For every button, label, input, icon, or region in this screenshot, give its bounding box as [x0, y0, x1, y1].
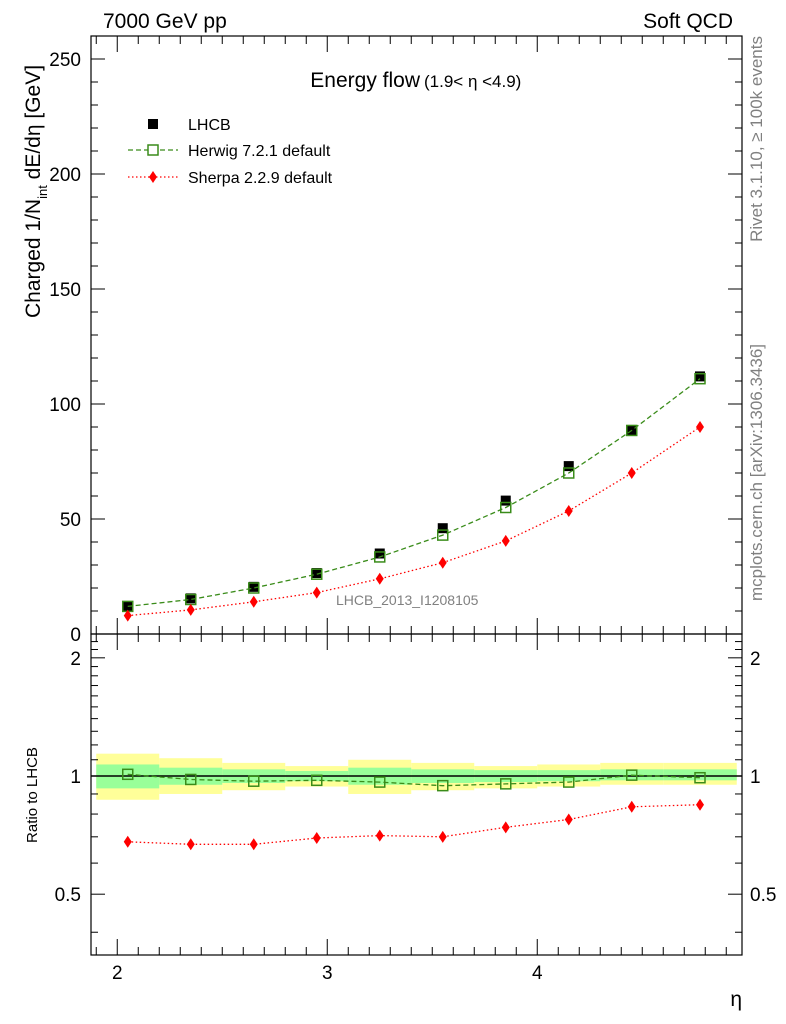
herwig-point [248, 582, 260, 594]
herwig-point [694, 771, 706, 784]
header-right: Soft QCD [643, 10, 733, 33]
ratio-y-tick-label-right: 0.5 [750, 885, 776, 906]
ylabel-part-1: Charged 1/N [22, 199, 45, 318]
ratio-band-inner [663, 769, 737, 781]
herwig-point [437, 779, 449, 792]
analysis-label: LHCB_2013_I1208105 [336, 592, 479, 608]
sherpa-point [312, 586, 321, 599]
sherpa-point [249, 838, 258, 851]
sherpa-point [438, 556, 447, 569]
main-y-tick-label: 200 [49, 165, 81, 186]
lhcb-data-point [695, 371, 705, 382]
sherpa-point [186, 838, 195, 851]
main-y-tick-label: 0 [70, 625, 81, 646]
x-tick-label: 2 [112, 963, 123, 984]
chart-title-suffix: (1.9< η <4.9) [424, 72, 521, 91]
main-y-axis-label: Charged 1/Nint dE/dη [GeV] [22, 65, 50, 318]
main-y-tick-label: 100 [49, 395, 81, 416]
chart-title: Energy flow [310, 69, 421, 92]
ratio-y-tick-label-left: 0.5 [55, 885, 81, 906]
sherpa-point [186, 603, 195, 616]
ratio-plot: 2 3 4 0.5 0.5 1 1 2 2 [55, 633, 776, 984]
herwig-line [127, 773, 701, 787]
lhcb-data-point [311, 568, 322, 579]
main-y-tick-label: 50 [60, 510, 81, 531]
ratio-plot-frame [90, 633, 743, 956]
sherpa-point [627, 800, 636, 813]
herwig-point [626, 424, 638, 437]
sherpa-point [438, 830, 447, 843]
sherpa-point [501, 534, 510, 547]
main-plot: 0 50 100 150 200 250 LHCB Herwig 7.2.1 default S… [49, 35, 743, 646]
sherpa-point [627, 467, 636, 479]
sherpa-point [501, 821, 510, 834]
header-left: 7000 GeV pp [103, 10, 227, 33]
herwig-point [437, 529, 449, 541]
lhcb-data-point [374, 548, 385, 559]
ratio-y-tick-label-left: 1 [70, 767, 81, 788]
sherpa-point [123, 609, 132, 622]
herwig-line [127, 378, 701, 608]
herwig-point [248, 775, 260, 787]
herwig-point [500, 778, 512, 790]
x-tick-label: 4 [532, 963, 543, 984]
sherpa-point [249, 595, 258, 608]
ylabel-subscript: int [35, 185, 50, 199]
sherpa-point [696, 798, 704, 811]
legend-label: Herwig 7.2.1 default [188, 143, 331, 160]
ratio-y-tick-label-right: 1 [750, 767, 761, 788]
herwig-point [122, 768, 134, 781]
ratio-y-tick-label-right: 2 [750, 649, 761, 670]
main-y-tick-label: 250 [49, 50, 81, 71]
herwig-point [374, 776, 386, 788]
herwig-point [563, 467, 575, 479]
sherpa-point [312, 832, 321, 845]
lhcb-data-point [563, 461, 574, 472]
legend-label: LHCB [188, 117, 231, 134]
herwig-point [626, 769, 638, 781]
herwig-point [311, 568, 323, 580]
sherpa-line [127, 426, 701, 617]
lhcb-data-point [185, 593, 196, 604]
main-y-tick-label: 150 [49, 280, 81, 301]
herwig-point [374, 551, 386, 563]
lhcb-data-point [248, 581, 259, 592]
sherpa-point [375, 829, 384, 842]
legend-sherpa-marker [149, 171, 157, 183]
lhcb-data-point [437, 523, 448, 534]
ratio-y-tick-label-left: 2 [70, 649, 81, 670]
lhcb-data-point [500, 495, 511, 506]
herwig-point [185, 773, 197, 786]
herwig-point [500, 501, 512, 514]
herwig-point [694, 372, 706, 385]
legend-label: Sherpa 2.2.9 default [188, 170, 333, 187]
rivet-label: Rivet 3.1.10, ≥ 100k events [747, 36, 766, 242]
legend-herwig-marker [147, 144, 159, 156]
x-tick-label: 3 [322, 963, 333, 984]
sherpa-point [564, 504, 573, 517]
x-axis-label: η [730, 988, 742, 1011]
ratio-y-axis-label: Ratio to LHCB [24, 747, 41, 843]
mcplots-label: mcplots.cern.ch [arXiv:1306.3436] [747, 344, 766, 601]
legend-lhcb-marker [148, 119, 158, 129]
sherpa-point [696, 421, 704, 433]
sherpa-point [375, 572, 384, 585]
sherpa-line [127, 804, 701, 845]
ylabel-part-2: dE/dη [GeV] [22, 65, 45, 185]
herwig-point [311, 774, 323, 787]
sherpa-point [123, 835, 132, 848]
herwig-point [563, 776, 575, 788]
sherpa-point [564, 813, 573, 826]
